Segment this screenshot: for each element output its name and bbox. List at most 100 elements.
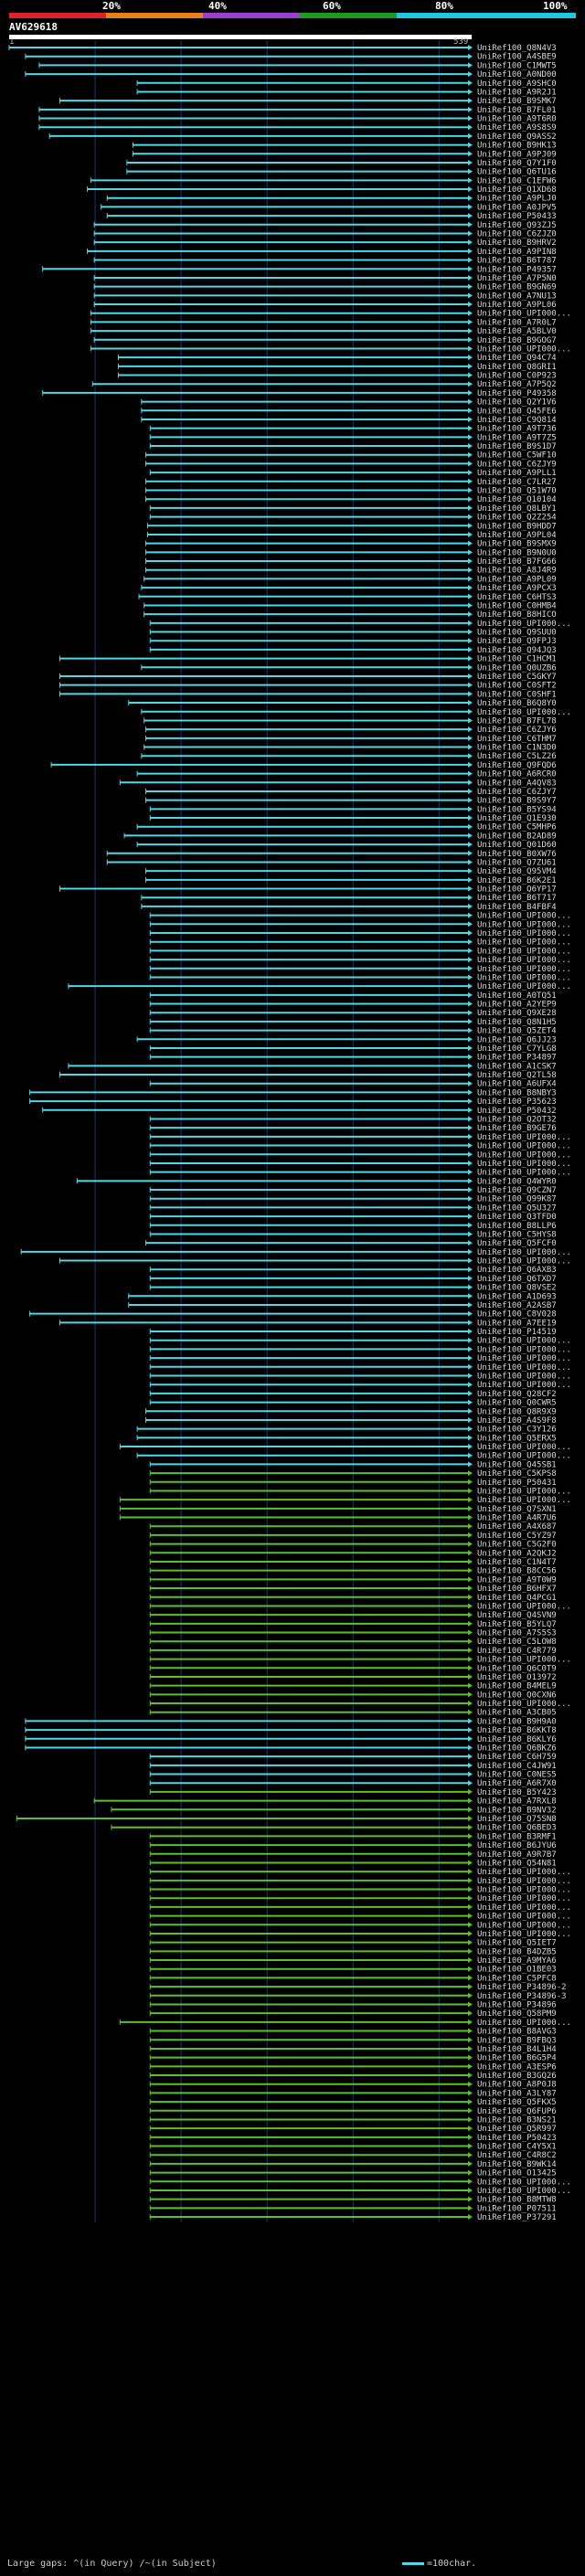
- hit-label[interactable]: UniRef100_A3ESP6: [477, 2062, 557, 2072]
- hit-label[interactable]: UniRef100_Q4PCG1: [477, 1594, 557, 1603]
- hit-label[interactable]: UniRef100_Q58PM9: [477, 2009, 557, 2019]
- hit-label[interactable]: UniRef100_C5WF10: [477, 451, 557, 461]
- hit-label[interactable]: UniRef100_B9GOG7: [477, 336, 557, 345]
- hit-label[interactable]: UniRef100_A9PCX3: [477, 584, 557, 593]
- hit-label[interactable]: UniRef100_Q8GRI1: [477, 363, 557, 372]
- hit-label[interactable]: UniRef100_O13972: [477, 1673, 557, 1682]
- hit-label[interactable]: UniRef100_UPI000...: [477, 2187, 571, 2196]
- hit-label[interactable]: UniRef100_UPI000...: [477, 1487, 571, 1496]
- hit-label[interactable]: UniRef100_B9S1D7: [477, 442, 557, 451]
- hit-label[interactable]: UniRef100_A6R7X0: [477, 1779, 557, 1788]
- hit-label[interactable]: UniRef100_UPI000...: [477, 345, 571, 354]
- hit-label[interactable]: UniRef100_A1D693: [477, 1292, 557, 1301]
- hit-label[interactable]: UniRef100_Q8R9X9: [477, 1407, 557, 1416]
- hit-label[interactable]: UniRef100_UPI000...: [477, 1700, 571, 1709]
- hit-label[interactable]: UniRef100_A7RXL8: [477, 1797, 557, 1807]
- hit-label[interactable]: UniRef100_UPI000...: [477, 1248, 571, 1257]
- hit-label[interactable]: UniRef100_A8P0J8: [477, 2081, 557, 2090]
- hit-label[interactable]: UniRef100_B9SMK7: [477, 97, 557, 106]
- hit-label[interactable]: UniRef100_Q9FQD6: [477, 761, 557, 770]
- hit-label[interactable]: UniRef100_Q10104: [477, 495, 557, 504]
- hit-label[interactable]: UniRef100_B3GQ26: [477, 2072, 557, 2081]
- hit-label[interactable]: UniRef100_A0TQ51: [477, 991, 557, 1001]
- hit-label[interactable]: UniRef100_UPI000...: [477, 1169, 571, 1178]
- hit-label[interactable]: UniRef100_B4FBF4: [477, 903, 557, 912]
- hit-label[interactable]: UniRef100_A9S8S9: [477, 123, 557, 133]
- hit-label[interactable]: UniRef100_B9GN69: [477, 283, 557, 292]
- hit-label[interactable]: UniRef100_Q6TXD7: [477, 1275, 557, 1284]
- hit-label[interactable]: UniRef100_UPI000...: [477, 310, 571, 319]
- hit-label[interactable]: UniRef100_P50423: [477, 2134, 557, 2143]
- hit-label[interactable]: UniRef100_B6T787: [477, 257, 557, 266]
- hit-label[interactable]: UniRef100_UPI000...: [477, 1452, 571, 1461]
- hit-label[interactable]: UniRef100_UPI000...: [477, 1443, 571, 1452]
- hit-label[interactable]: UniRef100_A3CB05: [477, 1709, 557, 1718]
- hit-label[interactable]: UniRef100_UPI000...: [477, 1142, 571, 1151]
- hit-label[interactable]: UniRef100_UPI000...: [477, 1363, 571, 1373]
- hit-label[interactable]: UniRef100_C6HTS3: [477, 593, 557, 602]
- hit-label[interactable]: UniRef100_C4Y5X1: [477, 2143, 557, 2152]
- hit-label[interactable]: UniRef100_B9WK14: [477, 2160, 557, 2169]
- hit-label[interactable]: UniRef100_Q8LBY1: [477, 504, 557, 514]
- hit-label[interactable]: UniRef100_C4JW91: [477, 1762, 557, 1771]
- hit-label[interactable]: UniRef100_Q28CF2: [477, 1390, 557, 1399]
- hit-label[interactable]: UniRef100_P50432: [477, 1107, 557, 1116]
- hit-label[interactable]: UniRef100_A7NU13: [477, 292, 557, 301]
- hit-label[interactable]: UniRef100_B8HICO: [477, 610, 557, 620]
- hit-label[interactable]: UniRef100_A2ASB7: [477, 1301, 557, 1310]
- hit-label[interactable]: UniRef100_P14519: [477, 1328, 557, 1337]
- hit-label[interactable]: UniRef100_A9T7Z5: [477, 433, 557, 442]
- hit-label[interactable]: UniRef100_Q7SXN1: [477, 1505, 557, 1514]
- hit-label[interactable]: UniRef100_B9HDD7: [477, 522, 557, 531]
- hit-label[interactable]: UniRef100_A2QKJ2: [477, 1549, 557, 1558]
- hit-label[interactable]: UniRef100_Q6YP17: [477, 885, 557, 895]
- hit-label[interactable]: UniRef100_Q45FE6: [477, 407, 557, 416]
- hit-label[interactable]: UniRef100_UPI000...: [477, 1877, 571, 1886]
- hit-label[interactable]: UniRef100_C6ZJY6: [477, 726, 557, 735]
- hit-label[interactable]: UniRef100_Q8VSE2: [477, 1284, 557, 1293]
- hit-label[interactable]: UniRef100_A0JPV5: [477, 203, 557, 212]
- hit-label[interactable]: UniRef100_Q8N1H5: [477, 1018, 557, 1027]
- hit-label[interactable]: UniRef100_C6ZJZ0: [477, 229, 557, 239]
- hit-label[interactable]: UniRef100_A9PL04: [477, 531, 557, 540]
- hit-label[interactable]: UniRef100_Q6TU16: [477, 168, 557, 177]
- hit-label[interactable]: UniRef100_A7R0L7: [477, 318, 557, 327]
- hit-label[interactable]: UniRef100_A9PL06: [477, 301, 557, 310]
- hit-label[interactable]: UniRef100_UPI000...: [477, 947, 571, 956]
- hit-label[interactable]: UniRef100_A7P5Q2: [477, 380, 557, 389]
- hit-label[interactable]: UniRef100_Q2OT32: [477, 1115, 557, 1124]
- hit-label[interactable]: UniRef100_UPI000...: [477, 965, 571, 974]
- hit-label[interactable]: UniRef100_Q2Z254: [477, 514, 557, 523]
- hit-label[interactable]: UniRef100_A1CSK7: [477, 1062, 557, 1071]
- hit-label[interactable]: UniRef100_Q4WYR0: [477, 1177, 557, 1186]
- hit-label[interactable]: UniRef100_UPI000...: [477, 1913, 571, 1922]
- hit-label[interactable]: UniRef100_B5YS94: [477, 805, 557, 814]
- hit-label[interactable]: UniRef100_A4S9F8: [477, 1416, 557, 1426]
- hit-label[interactable]: UniRef100_Q5IET7: [477, 1939, 557, 1948]
- hit-label[interactable]: UniRef100_Q9XE28: [477, 1009, 557, 1018]
- hit-label[interactable]: UniRef100_A2YEP9: [477, 1001, 557, 1010]
- hit-label[interactable]: UniRef100_Q93ZJ5: [477, 221, 557, 230]
- hit-label[interactable]: UniRef100_C0SFT2: [477, 682, 557, 691]
- hit-label[interactable]: UniRef100_P34897: [477, 1054, 557, 1063]
- hit-label[interactable]: UniRef100_A6RCR0: [477, 770, 557, 779]
- hit-label[interactable]: UniRef100_P34896-3: [477, 1992, 567, 2001]
- hit-label[interactable]: UniRef100_A9R7B7: [477, 1850, 557, 1860]
- hit-label[interactable]: UniRef100_C0HMB4: [477, 601, 557, 610]
- hit-label[interactable]: UniRef100_Q5FCF0: [477, 1239, 557, 1248]
- hit-label[interactable]: UniRef100_B8MTW8: [477, 2196, 557, 2205]
- hit-label[interactable]: UniRef100_B8LLP6: [477, 1222, 557, 1231]
- hit-label[interactable]: UniRef100_A9T0W9: [477, 1575, 557, 1585]
- hit-label[interactable]: UniRef100_B6Q8Y0: [477, 699, 557, 708]
- hit-label[interactable]: UniRef100_Q45SB1: [477, 1460, 557, 1469]
- hit-label[interactable]: UniRef100_C1EFW6: [477, 176, 557, 186]
- hit-label[interactable]: UniRef100_C5HYS8: [477, 1230, 557, 1239]
- hit-label[interactable]: UniRef100_UPI000...: [477, 620, 571, 629]
- hit-label[interactable]: UniRef100_Q6BKZ6: [477, 1744, 557, 1753]
- hit-label[interactable]: UniRef100_Q01D60: [477, 841, 557, 850]
- hit-label[interactable]: UniRef100_UPI000...: [477, 1930, 571, 1939]
- hit-label[interactable]: UniRef100_B9FBQ3: [477, 2036, 557, 2045]
- hit-label[interactable]: UniRef100_A6UFX4: [477, 1080, 557, 1089]
- hit-label[interactable]: UniRef100_Q5U327: [477, 1203, 557, 1213]
- hit-label[interactable]: UniRef100_A5BLV0: [477, 327, 557, 336]
